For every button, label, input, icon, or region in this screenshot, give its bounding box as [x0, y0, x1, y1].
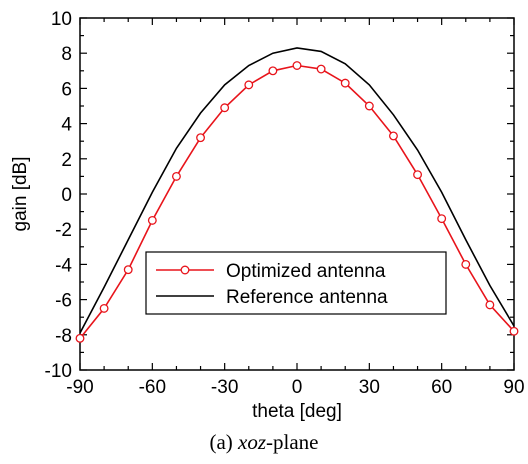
y-tick-label: 0: [61, 185, 72, 206]
data-point: [171, 171, 181, 181]
y-axis-label: gain [dB]: [10, 157, 31, 232]
x-tick-label: 0: [292, 377, 303, 398]
x-tick-label: 30: [359, 377, 380, 398]
x-axis-label: theta [deg]: [252, 401, 342, 422]
x-tick-label: 60: [431, 377, 452, 398]
series-layer: [75, 47, 519, 343]
y-tick-label: 8: [61, 44, 72, 65]
data-point: [364, 101, 374, 111]
x-tick-label: -90: [66, 377, 93, 398]
data-point: [75, 333, 85, 343]
series-line-1: [79, 47, 515, 334]
data-point: [147, 215, 157, 225]
data-point: [437, 214, 447, 224]
caption-plane-name: xoz: [238, 430, 267, 454]
x-tick-label: -30: [211, 377, 238, 398]
y-tick-label: -2: [55, 220, 72, 241]
data-point: [413, 170, 423, 180]
data-point: [461, 259, 471, 269]
y-tick-label: 6: [61, 79, 72, 100]
y-tick-label: 2: [61, 150, 72, 171]
figure-caption: (a) xoz-plane: [0, 430, 528, 455]
y-tick-label: -4: [55, 255, 72, 276]
data-point: [220, 103, 230, 113]
data-point: [99, 303, 109, 313]
legend: Optimized antenna Reference antenna: [145, 251, 447, 315]
legend-label-optimized: Optimized antenna: [226, 261, 386, 282]
axis-ticks: [79, 17, 515, 371]
y-tick-label: -6: [55, 291, 72, 312]
caption-prefix: (a): [209, 430, 239, 454]
data-point: [268, 66, 278, 76]
data-point: [316, 64, 326, 74]
x-tick-label: 90: [503, 377, 524, 398]
legend-marker-optimized: [180, 265, 190, 275]
data-point: [388, 131, 398, 141]
data-point: [340, 78, 350, 88]
data-point: [123, 265, 133, 275]
data-point: [509, 326, 519, 336]
x-tick-label: -60: [139, 377, 166, 398]
data-point: [196, 133, 206, 143]
data-point: [485, 300, 495, 310]
gain-chart: -10 -8 -6 -4 -2 0 2 4 6 8 10 -90 -60 -30 0 30 60 90 theta…: [10, 9, 525, 422]
tick-labels: -10 -8 -6 -4 -2 0 2 4 6 8 10 -90 -60 -30 0 30 60 90: [45, 9, 525, 398]
legend-box: [145, 251, 447, 315]
data-point: [244, 80, 254, 90]
data-point: [292, 61, 302, 70]
y-tick-label: 4: [61, 115, 72, 136]
plot-frame: [79, 17, 515, 371]
caption-suffix: -plane: [266, 430, 319, 454]
y-tick-label: 10: [51, 9, 72, 30]
y-tick-label: -10: [45, 361, 72, 382]
legend-label-reference: Reference antenna: [226, 287, 388, 308]
y-tick-label: -8: [55, 326, 72, 347]
